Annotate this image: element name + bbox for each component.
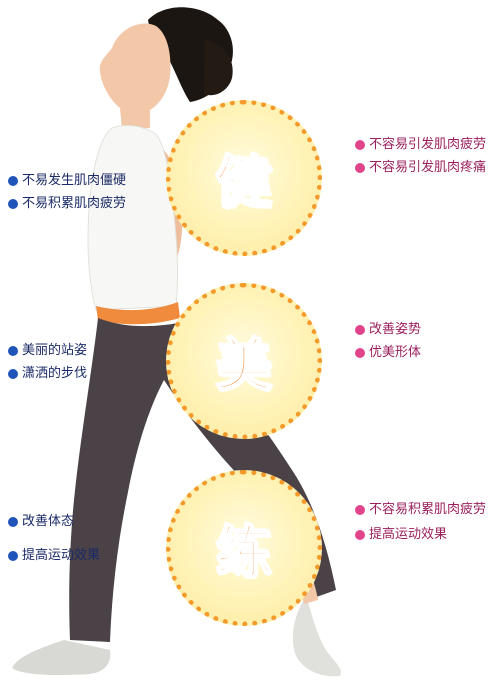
bullet-dot-icon <box>355 530 365 540</box>
list-item: 不易发生肌肉僵硬 <box>8 173 126 189</box>
left-list-1: 不易发生肌肉僵硬 不易积累肌肉疲劳 <box>8 173 126 219</box>
right-list-1: 不容易引发肌肉疲劳 不容易引发肌肉疼痛 <box>355 137 486 183</box>
left-list-2: 美丽的站姿 潇洒的步伐 <box>8 343 87 389</box>
bullet-dot-icon <box>355 348 365 358</box>
list-item: 提高运动效果 <box>8 548 100 564</box>
bullet-dot-icon <box>355 325 365 335</box>
list-item: 不容易引发肌肉疲劳 <box>355 137 486 153</box>
left-list-3: 改善体态 提高运动效果 <box>8 514 100 571</box>
right-list-2: 改善姿势 优美形体 <box>355 322 421 368</box>
list-item: 潇洒的步伐 <box>8 366 87 382</box>
bullet-dot-icon <box>8 517 18 527</box>
circle-badge-2: 美 <box>166 283 322 439</box>
list-item: 不容易积累肌肉疲劳 <box>355 502 489 518</box>
bullet-dot-icon <box>355 163 365 173</box>
list-item: 美丽的站姿 <box>8 343 87 359</box>
list-item: 不易积累肌肉疲劳 <box>8 196 126 212</box>
list-item: 提高运动效果 <box>355 527 489 543</box>
bullet-dot-icon <box>8 346 18 356</box>
bullet-dot-icon <box>355 140 365 150</box>
bullet-dot-icon <box>8 551 18 561</box>
circle-badge-1: 健 <box>166 100 322 256</box>
bullet-dot-icon <box>8 369 18 379</box>
list-item: 不容易引发肌肉疼痛 <box>355 160 486 176</box>
circle-badge-3: 练 <box>166 470 322 626</box>
list-item: 优美形体 <box>355 345 421 361</box>
glyph-1: 健 <box>215 150 273 217</box>
glyph-3: 练 <box>215 520 273 587</box>
list-item: 改善体态 <box>8 514 100 530</box>
right-list-3: 不容易积累肌肉疲劳 提高运动效果 <box>355 502 489 550</box>
bullet-dot-icon <box>8 176 18 186</box>
bullet-dot-icon <box>355 505 365 515</box>
glyph-2: 美 <box>215 333 273 400</box>
bullet-dot-icon <box>8 199 18 209</box>
list-item: 改善姿势 <box>355 322 421 338</box>
